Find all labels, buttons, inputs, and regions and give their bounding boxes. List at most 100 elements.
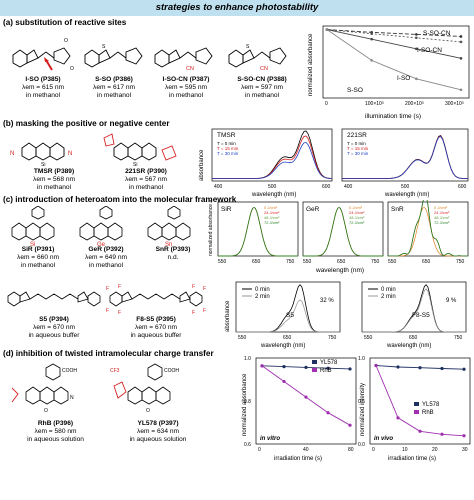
plot-frame — [211, 128, 333, 182]
f8s5-structure-icon: F F F F F F F F — [106, 284, 206, 316]
svg-text:COOH: COOH — [164, 368, 179, 374]
x-axis-label: wavelength (nm) — [315, 267, 364, 274]
svg-text:F: F — [118, 284, 121, 290]
yl578-lambda: λem = 634 nm — [137, 428, 179, 435]
y-tick-label: 0.5 — [358, 399, 365, 405]
molecule-isocn: CN I-SO-CN (P387) λem = 595 nm in methan… — [150, 30, 222, 100]
legend-item: T = 15 min — [347, 146, 369, 151]
iso-lambda: λem = 615 nm — [22, 84, 64, 91]
x-tick-label: 20 — [432, 447, 438, 453]
legend-item: 48 J/cm² — [264, 215, 280, 220]
legend-item: RhB — [320, 368, 332, 374]
plot-frame — [255, 357, 357, 445]
section-d-title: (d) inhibition of twisted intramolecular… — [3, 349, 214, 358]
y-axis-label: normalized absorbance — [242, 373, 248, 436]
legend-item: 24 J/cm² — [264, 210, 280, 215]
y-axis-label: normalized absorbance and fluorescence — [208, 200, 214, 256]
x-tick-label: 750 — [286, 259, 295, 265]
f8s5-solvent: in aqueous buffer — [130, 332, 182, 339]
molecule-ssocn: S CN S-SO-CN (P388) λem = 597 nm in meth… — [224, 30, 300, 100]
molecule-221sr: Si 221SR (P390) λem = 567 nm in methanol — [100, 130, 192, 192]
legend-swatch — [414, 402, 419, 406]
data-point — [459, 40, 463, 44]
ger-name: GeR (P392) — [88, 246, 124, 253]
series-line — [387, 200, 468, 257]
svg-text:F: F — [118, 310, 121, 316]
series-line-RhB — [261, 365, 351, 426]
series-line — [303, 206, 383, 257]
x-axis-label: illumination time (s) — [365, 113, 421, 120]
x-axis-label: wavelength (nm) — [260, 343, 305, 349]
svg-text:S: S — [246, 44, 250, 50]
series-line — [303, 206, 383, 257]
svg-text:F: F — [106, 286, 109, 292]
s5-solvent: in aqueous buffer — [28, 332, 80, 339]
x-tick-label: 10 — [402, 447, 408, 453]
y-axis-label: normalized absorbance — [308, 33, 314, 96]
legend-item: RhB — [422, 410, 434, 416]
svg-text:N: N — [10, 151, 14, 157]
221sr-structure-icon: Si — [103, 133, 177, 168]
legend-item: 0 J/cm² — [434, 205, 448, 210]
legend-item: T = 0 min — [217, 141, 236, 146]
page-title: strategies to enhance photostability — [0, 0, 474, 16]
snr-lambda: n.d. — [167, 254, 179, 261]
section-c-title: (c) introduction of heteroatom into the … — [3, 195, 237, 204]
molecule-sso: S S-SO (P386) λem = 617 nm in methanol — [80, 30, 148, 100]
legend-item: 48 J/cm² — [434, 215, 450, 220]
data-point — [459, 35, 463, 38]
series-line — [218, 206, 298, 257]
svg-text:O: O — [44, 408, 48, 414]
x-tick-label: 750 — [371, 259, 380, 265]
series-line-S-SO — [326, 29, 462, 91]
panel-label: GeR — [306, 206, 320, 213]
tmsr-solvent: in methanol — [36, 184, 72, 191]
chart-title: S5 — [286, 312, 294, 319]
x-tick-label: 550 — [303, 259, 312, 265]
isocn-name: I-SO-CN (P387) — [162, 76, 210, 83]
series-line — [342, 135, 468, 179]
legend-item: 0 J/cm² — [264, 205, 278, 210]
sso-name: S-SO (P386) — [95, 76, 133, 83]
data-point — [348, 367, 352, 371]
ssocn-structure-icon: S CN — [228, 44, 287, 72]
legend-swatch — [312, 360, 317, 364]
svg-text:N: N — [70, 395, 74, 401]
x-tick-label: 550 — [388, 259, 397, 265]
series-line-I-SO — [326, 29, 462, 59]
x-tick-label: 550 — [218, 259, 227, 265]
tmsr-structure-icon: N N Si — [10, 142, 72, 168]
section-b-title: (b) masking the positive or negative cen… — [3, 119, 170, 128]
series-line — [303, 206, 383, 257]
x-tick-label: 30 — [462, 447, 468, 453]
series-label: S-SO — [347, 87, 363, 94]
data-point — [462, 367, 466, 371]
plot-frame — [322, 25, 470, 99]
x-tick-label: 550 — [364, 335, 373, 341]
svg-text:Si: Si — [30, 242, 35, 246]
x-tick-label: 40 — [303, 447, 309, 453]
rhb-name: RhB (P396) — [37, 420, 74, 427]
x-tick-label: 550 — [238, 335, 247, 341]
molecule-sir: Si SiR (P391) λem = 660 nm in methanol — [4, 206, 72, 270]
series-line — [218, 206, 298, 257]
plot-frame — [361, 281, 467, 333]
annotation: 9 % — [446, 298, 457, 304]
221sr-lambda: λem = 567 nm — [125, 176, 167, 183]
legend-item: 72 J/cm² — [264, 220, 280, 225]
iso-name: I-SO (P385) — [25, 76, 61, 83]
legend-item: 24 J/cm² — [349, 210, 365, 215]
plot-frame — [217, 201, 299, 257]
legend-item: 72 J/cm² — [434, 220, 450, 225]
series-label: I-SO — [397, 75, 410, 82]
series-line — [362, 284, 466, 333]
legend-item: 0 J/cm² — [349, 205, 363, 210]
data-point — [459, 57, 463, 60]
molecule-s5: S5 (P394) λem = 670 nm in aqueous buffer — [4, 280, 104, 340]
y-tick-label: 0.6 — [244, 442, 251, 448]
x-tick-label: 400 — [214, 184, 223, 190]
chart-label: in vivo — [374, 436, 393, 442]
svg-text:O: O — [64, 38, 68, 44]
x-tick-label: 0 — [372, 447, 375, 453]
